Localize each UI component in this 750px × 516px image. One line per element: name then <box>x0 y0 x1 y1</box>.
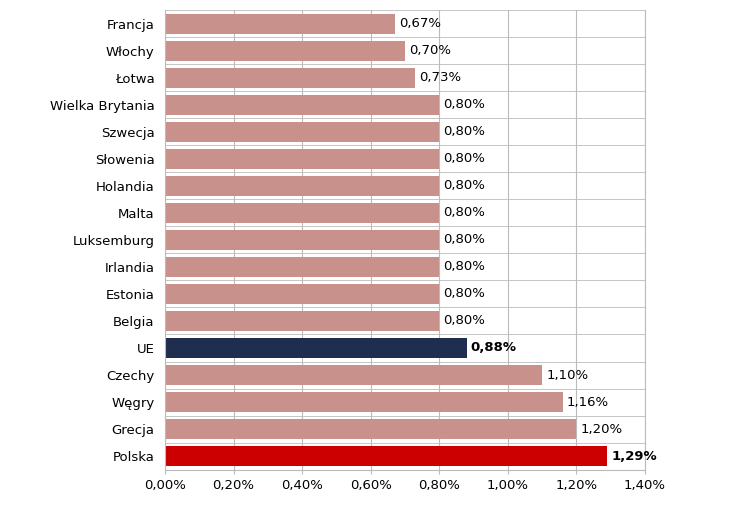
Text: 0,80%: 0,80% <box>443 206 485 219</box>
Bar <box>165 14 394 34</box>
Text: 0,80%: 0,80% <box>443 287 485 300</box>
Text: 1,29%: 1,29% <box>611 449 657 462</box>
Text: 0,80%: 0,80% <box>443 233 485 247</box>
Text: 0,80%: 0,80% <box>443 314 485 328</box>
Bar <box>165 257 440 277</box>
Text: 1,10%: 1,10% <box>546 368 589 381</box>
Bar <box>165 420 577 439</box>
Bar <box>165 230 440 250</box>
Text: 0,80%: 0,80% <box>443 99 485 111</box>
Text: 0,67%: 0,67% <box>399 18 441 30</box>
Bar <box>165 149 440 169</box>
Bar <box>165 95 440 115</box>
Bar <box>165 446 608 466</box>
Text: 1,16%: 1,16% <box>567 396 609 409</box>
Bar <box>165 311 440 331</box>
Text: 0,73%: 0,73% <box>419 71 461 84</box>
Bar <box>165 338 466 358</box>
Text: 0,80%: 0,80% <box>443 261 485 273</box>
Bar <box>165 392 562 412</box>
Text: 0,70%: 0,70% <box>409 44 451 57</box>
Bar <box>165 122 440 141</box>
Bar <box>165 68 416 88</box>
Bar <box>165 284 440 304</box>
Bar <box>165 41 405 60</box>
Text: 0,80%: 0,80% <box>443 180 485 192</box>
Text: 0,88%: 0,88% <box>471 342 517 354</box>
Bar <box>165 176 440 196</box>
Text: 0,80%: 0,80% <box>443 125 485 138</box>
Bar <box>165 203 440 222</box>
Bar <box>165 365 542 385</box>
Text: 0,80%: 0,80% <box>443 152 485 166</box>
Text: 1,20%: 1,20% <box>580 423 622 436</box>
